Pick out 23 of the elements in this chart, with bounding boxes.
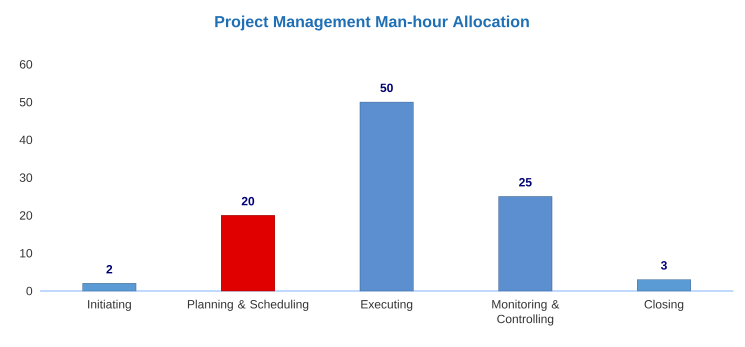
data-label: 2 xyxy=(106,265,112,274)
x-tick-label: Executing xyxy=(361,300,412,311)
x-tick-label: Monitoring & Controlling xyxy=(492,300,560,326)
x-tick-label: Planning & Scheduling xyxy=(188,300,308,311)
y-tick-label: 20 xyxy=(20,211,32,220)
y-tick-label: 60 xyxy=(20,60,32,69)
bar xyxy=(637,279,691,292)
data-label: 25 xyxy=(519,178,532,187)
x-tick-label: Closing xyxy=(644,300,684,311)
data-label: 50 xyxy=(380,84,393,92)
y-tick-label: 0 xyxy=(26,286,32,296)
y-tick-label: 40 xyxy=(20,136,32,144)
y-tick-label: 30 xyxy=(20,173,32,182)
y-tick-label: 50 xyxy=(20,98,32,106)
chart-title: Project Management Man-hour Allocation xyxy=(215,16,529,30)
data-label: 3 xyxy=(660,261,667,270)
y-tick-label: 10 xyxy=(20,248,32,258)
bar xyxy=(498,196,552,292)
x-tick-label: Initiating xyxy=(88,300,131,311)
data-label: 20 xyxy=(242,196,254,206)
bar xyxy=(360,102,414,292)
bar xyxy=(221,215,275,292)
bar xyxy=(82,283,136,292)
